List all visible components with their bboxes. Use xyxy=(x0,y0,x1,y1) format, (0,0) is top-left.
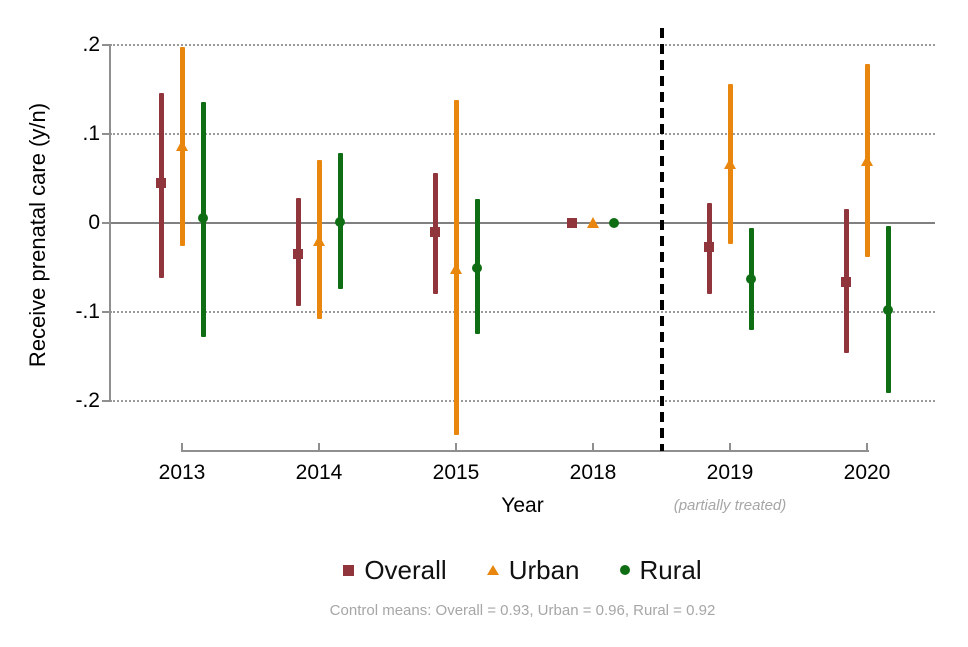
x-tick-label-2013: 2013 xyxy=(158,461,206,484)
urban-triangle-icon xyxy=(486,565,499,575)
zero-line xyxy=(110,221,935,224)
y-tick-mark xyxy=(102,399,110,402)
legend-label-overall: Overall xyxy=(364,554,447,585)
y-tick-label: 0 xyxy=(88,210,100,234)
y-tick-label: .1 xyxy=(82,121,100,145)
y-tick-mark xyxy=(102,310,110,313)
urban-marker-2020 xyxy=(860,154,873,166)
legend-item-rural: Rural xyxy=(619,554,702,586)
x-tick-label-2020: 2020 xyxy=(843,461,891,484)
x-tick-label-2018: 2018 xyxy=(569,461,617,484)
rural-marker-2015 xyxy=(472,262,482,273)
x-axis-title: Year xyxy=(501,494,544,517)
y-tick-mark xyxy=(102,43,110,46)
y-tick-mark xyxy=(102,132,110,135)
urban-marker-2015 xyxy=(449,263,462,275)
gridline-.1 xyxy=(110,132,935,135)
rural-marker-2013 xyxy=(198,213,208,224)
urban-marker-2014 xyxy=(312,234,325,246)
control-means-note: Control means: Overall = 0.93, Urban = 0… xyxy=(329,602,716,619)
y-axis-line xyxy=(109,44,111,402)
overall-marker-2018 xyxy=(567,217,577,228)
partially-treated-label: (partially treated) xyxy=(673,497,787,514)
y-tick-label: .2 xyxy=(82,32,100,56)
overall-marker-2014 xyxy=(293,248,303,259)
x-tick-mark-2015 xyxy=(455,443,457,451)
x-tick-mark-2014 xyxy=(318,443,320,451)
overall-marker-2020 xyxy=(841,277,851,288)
x-tick-mark-2018 xyxy=(592,443,594,451)
urban-marker-2013 xyxy=(175,140,188,152)
overall-marker-2019 xyxy=(704,242,714,253)
x-tick-mark-2013 xyxy=(181,443,183,451)
x-tick-mark-2020 xyxy=(866,443,868,451)
legend-item-urban: Urban xyxy=(486,554,580,586)
gridline--.1 xyxy=(110,310,935,313)
y-tick-mark xyxy=(102,221,110,224)
legend-label-rural: Rural xyxy=(639,554,702,585)
overall-marker-2015 xyxy=(430,227,440,238)
overall-marker-2013 xyxy=(156,178,166,189)
x-tick-label-2019: 2019 xyxy=(706,461,754,484)
gridline-.2 xyxy=(110,43,935,46)
legend-item-overall: Overall xyxy=(343,554,447,586)
gridline--.2 xyxy=(110,399,935,402)
rural-marker-2018 xyxy=(609,217,619,228)
x-tick-label-2014: 2014 xyxy=(295,461,343,484)
overall-square-icon xyxy=(343,564,355,576)
x-tick-mark-2019 xyxy=(729,443,731,451)
urban-marker-2018 xyxy=(586,217,599,228)
y-tick-label: -.1 xyxy=(75,299,100,323)
y-tick-label: -.2 xyxy=(75,388,100,412)
rural-circle-icon xyxy=(619,565,630,575)
rural-marker-2020 xyxy=(883,304,893,315)
x-axis-line xyxy=(181,450,869,452)
legend: Overall Urban Rural xyxy=(110,550,935,590)
legend-label-urban: Urban xyxy=(508,554,580,585)
urban-marker-2019 xyxy=(723,158,736,170)
rural-marker-2014 xyxy=(335,216,345,227)
treatment-divider-line xyxy=(659,28,664,451)
x-tick-label-2015: 2015 xyxy=(432,461,480,484)
rural-marker-2019 xyxy=(746,273,756,284)
